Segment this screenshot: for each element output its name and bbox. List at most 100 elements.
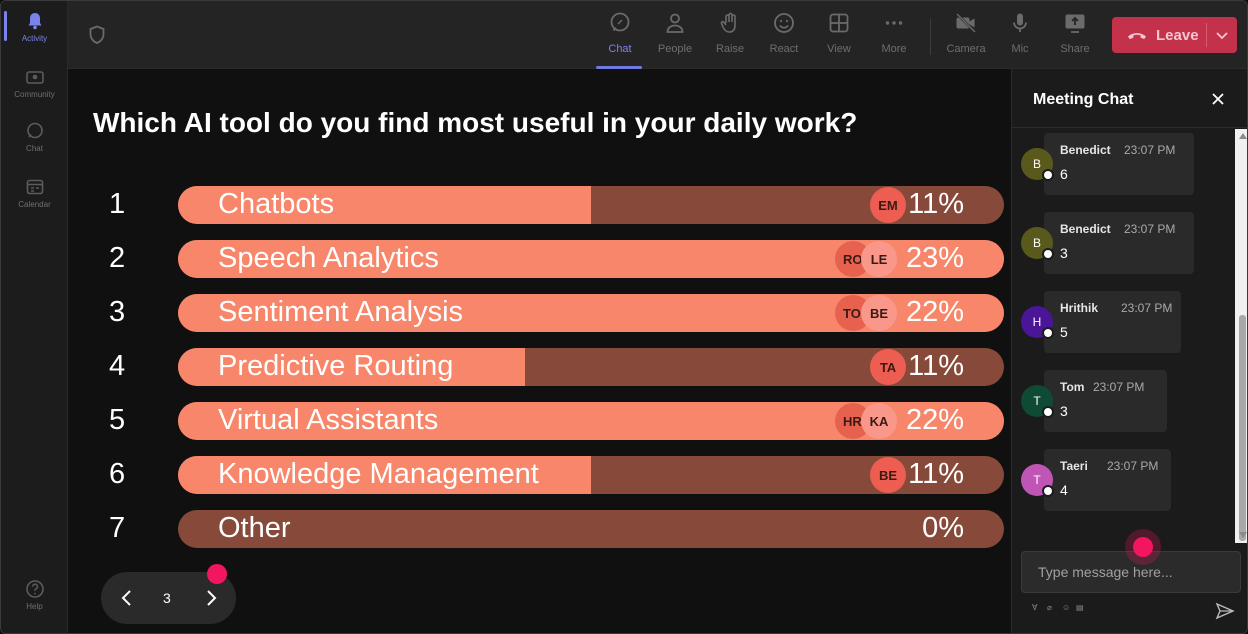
community-icon	[25, 71, 44, 84]
toolbar-mic-button[interactable]: Mic	[995, 11, 1045, 63]
app-rail: Activity Community Chat Calendar Help	[1, 1, 68, 633]
rail-item-help[interactable]: Help	[1, 569, 68, 621]
meeting-toolbar: Chat People Raise React View More Camera	[68, 1, 1247, 69]
voter-avatar: KA	[861, 403, 897, 439]
chat-message: Tom 23:07 PM 3	[1044, 370, 1167, 432]
option-percentage: 22%	[905, 404, 964, 436]
message-text: 4	[1060, 482, 1068, 498]
scroll-up-arrow-icon[interactable]	[1239, 133, 1247, 139]
sender-avatar[interactable]: T	[1021, 464, 1054, 497]
poll-option-row: 1 Chatbots EM 11%	[68, 186, 1011, 224]
rail-item-label: Activity	[21, 34, 48, 43]
rail-item-calendar[interactable]: Calendar	[1, 167, 68, 219]
toolbar-view-button[interactable]: View	[814, 11, 864, 63]
status-indicator	[1042, 485, 1054, 497]
toolbar-chat-button[interactable]: Chat	[595, 11, 645, 69]
rail-item-label: Community	[14, 90, 55, 99]
hand-icon	[720, 12, 736, 33]
phone-hangup-icon	[1128, 33, 1146, 40]
option-label: Other	[218, 512, 291, 544]
leave-divider	[1206, 23, 1207, 47]
status-indicator	[1042, 169, 1054, 181]
poll-option-row: 5 Virtual Assistants HR KA 22%	[68, 402, 1011, 440]
voter-avatar: EM	[870, 187, 906, 223]
sender-name: Hrithik	[1060, 301, 1099, 315]
scroll-down-arrow-icon[interactable]	[1239, 532, 1247, 538]
leave-label: Leave	[1156, 26, 1199, 44]
avatar-initial: B	[1032, 157, 1041, 171]
poll-option-row: 2 Speech Analytics RO LE 23%	[68, 240, 1011, 278]
voter-avatar: BE	[861, 295, 897, 331]
more-icon	[885, 21, 903, 25]
option-bar-fill	[178, 456, 591, 494]
toolbar-react-button[interactable]: React	[759, 11, 809, 63]
toolbar-people-button[interactable]: People	[650, 11, 700, 63]
scroll-thumb[interactable]	[1239, 315, 1246, 541]
chevron-right-icon[interactable]	[201, 588, 221, 608]
voter-avatar: BE	[870, 457, 906, 493]
option-bar: Knowledge Management BE 11%	[178, 456, 1004, 494]
toolbar-raise-button[interactable]: Raise	[705, 11, 755, 63]
click-indicator	[207, 564, 227, 584]
option-number: 3	[109, 296, 126, 328]
option-bar: Sentiment Analysis TO BE 22%	[178, 294, 1004, 332]
option-percentage: 23%	[905, 242, 964, 274]
toolbar-more-button[interactable]: More	[869, 11, 919, 63]
sender-avatar[interactable]: H	[1021, 306, 1054, 339]
chat-message-list: Benedict 23:07 PM 6 B Benedict 23:07 PM 3 B Hrit…	[1012, 129, 1234, 543]
status-indicator	[1042, 248, 1054, 260]
poll-option-row: 7 Other 0%	[68, 510, 1011, 548]
sender-avatar[interactable]: B	[1021, 227, 1054, 260]
sender-name: Benedict	[1060, 143, 1111, 157]
emoji-icon[interactable]: ☺	[1062, 603, 1071, 612]
chat-message: Benedict 23:07 PM 6	[1044, 133, 1194, 195]
sender-avatar[interactable]: B	[1021, 148, 1054, 181]
option-bar-fill	[178, 348, 525, 386]
send-icon[interactable]	[1215, 601, 1235, 621]
attach-icon[interactable]: ⌀	[1047, 603, 1052, 612]
help-icon	[25, 580, 44, 598]
leave-button[interactable]: Leave	[1112, 17, 1237, 53]
camera-off-icon	[956, 13, 976, 33]
option-number: 5	[109, 404, 126, 436]
rail-item-label: Calendar	[18, 200, 51, 209]
sender-avatar[interactable]: T	[1021, 385, 1054, 418]
avatar-initial: T	[1033, 394, 1041, 408]
format-icon[interactable]: Ɐ	[1032, 603, 1038, 612]
gif-icon[interactable]: ▤	[1076, 603, 1084, 612]
rail-item-chat[interactable]: Chat	[1, 111, 68, 163]
option-bar: Speech Analytics RO LE 23%	[178, 240, 1004, 278]
poll-question: Which AI tool do you find most useful in…	[93, 107, 858, 138]
message-text: 6	[1060, 166, 1068, 182]
option-percentage: 11%	[908, 350, 964, 382]
message-text: 3	[1060, 403, 1068, 419]
chevron-left-icon[interactable]	[117, 588, 137, 608]
option-number: 6	[109, 458, 126, 490]
option-bar: Predictive Routing TA 11%	[178, 348, 1004, 386]
option-percentage: 11%	[908, 458, 964, 490]
option-label: Virtual Assistants	[218, 404, 439, 436]
toolbar-share-button[interactable]: Share	[1050, 11, 1100, 63]
toolbar-label: People	[657, 43, 693, 55]
chat-scrollbar[interactable]	[1235, 129, 1247, 543]
rail-item-label: Help	[26, 602, 43, 611]
option-label: Predictive Routing	[218, 350, 454, 382]
message-text: 3	[1060, 245, 1068, 261]
chevron-down-icon[interactable]	[1214, 27, 1230, 43]
option-bar: Chatbots EM 11%	[178, 186, 1004, 224]
chat-icon	[610, 12, 630, 32]
toolbar-camera-button[interactable]: Camera	[941, 11, 991, 63]
chat-message-input[interactable]	[1021, 551, 1241, 593]
chat-icon	[26, 122, 43, 139]
shield-icon[interactable]	[88, 25, 106, 45]
message-time: 23:07 PM	[1121, 301, 1173, 315]
toolbar-divider	[930, 19, 931, 55]
poll-option-row: 6 Knowledge Management BE 11%	[68, 456, 1011, 494]
close-icon[interactable]	[1210, 91, 1226, 107]
rail-item-activity[interactable]: Activity	[1, 1, 68, 53]
poll-results-panel: Which AI tool do you find most useful in…	[68, 69, 1011, 633]
poll-option-row: 3 Sentiment Analysis TO BE 22%	[68, 294, 1011, 332]
rail-item-community[interactable]: Community	[1, 57, 68, 109]
calendar-icon	[26, 179, 43, 195]
